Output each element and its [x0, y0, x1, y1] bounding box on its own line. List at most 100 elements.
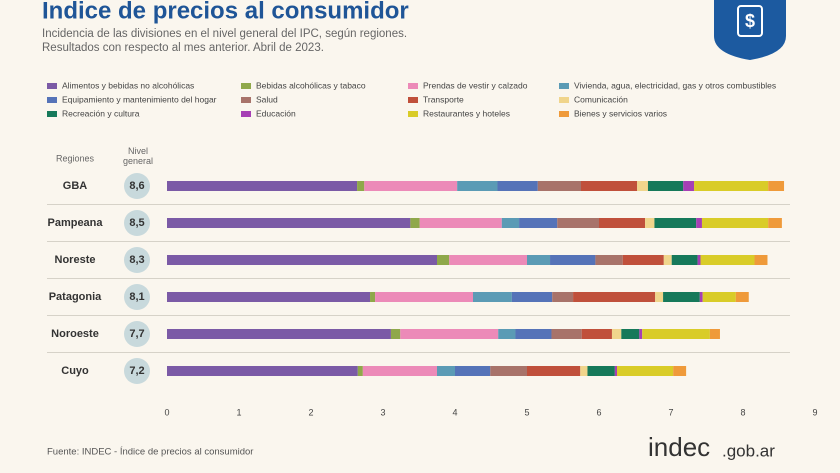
legend-label: Transporte [423, 94, 464, 104]
bar-segment [455, 366, 491, 376]
bar-segment [515, 329, 552, 339]
bar-segment [663, 292, 700, 302]
chart-title: Indice de precios al consumidor [42, 0, 409, 24]
bar-segment [457, 181, 498, 191]
bar-segment [645, 218, 655, 228]
bar-segment [557, 218, 599, 228]
source: Fuente: INDEC - Índice de precios al con… [47, 447, 253, 458]
legend-swatch [559, 83, 569, 89]
legend-swatch [47, 97, 57, 103]
subtitle: Incidencia de las divisiones en el nivel… [42, 28, 407, 40]
bar-segment [617, 366, 674, 376]
legend-label: Bebidas alcohólicas y tabaco [256, 80, 366, 90]
total-header: Nivel general [122, 146, 154, 166]
legend-label: Educación [256, 108, 296, 118]
bar-segment [537, 181, 581, 191]
total-badge [124, 247, 150, 273]
bar-segment [167, 181, 358, 191]
bar-segment [167, 366, 358, 376]
category-label: GBA [63, 180, 88, 192]
legend-label: Bienes y servicios varios [574, 108, 667, 118]
bar-segment [701, 218, 769, 228]
legend-label: Equipamiento y mantenimiento del hogar [62, 94, 217, 104]
x-tick-label: 9 [812, 407, 817, 417]
x-tick-label: 6 [596, 407, 601, 417]
brand-domain: .gob.ar [722, 441, 775, 460]
bar-segment [473, 292, 512, 302]
bar-segment [614, 366, 617, 376]
bar-segment [768, 218, 782, 228]
legend-swatch [241, 111, 251, 117]
bar-segment [527, 255, 551, 265]
logo: $ [714, 0, 786, 60]
legend-swatch [241, 83, 251, 89]
bar-segment [364, 181, 458, 191]
bar-segment [735, 292, 749, 302]
bar-segment [167, 255, 437, 265]
total-badge [124, 358, 150, 384]
bar-segment [611, 329, 622, 339]
bar-segment [375, 292, 473, 302]
bar-segment [410, 218, 420, 228]
bar-segment [501, 218, 520, 228]
bar-segment [663, 255, 672, 265]
x-tick-label: 4 [452, 407, 457, 417]
x-tick-label: 1 [236, 407, 241, 417]
bar-segment [527, 366, 581, 376]
category-label: Noroeste [51, 328, 99, 340]
x-tick-label: 8 [740, 407, 745, 417]
total-label: 8,6 [129, 180, 144, 192]
bar-segment [754, 255, 768, 265]
bar-segment [671, 255, 698, 265]
bar-segment [573, 292, 656, 302]
bar-segment [550, 255, 596, 265]
bar-segment [654, 218, 697, 228]
bar-segment [167, 218, 411, 228]
x-tick-label: 0 [164, 407, 169, 417]
bar-segment [581, 329, 612, 339]
bar-segment [400, 329, 499, 339]
bar-segment [357, 366, 363, 376]
category-label: Pampeana [47, 217, 103, 229]
total-label: 7,2 [129, 365, 144, 377]
bar-segment [621, 329, 640, 339]
bar-segment [699, 292, 703, 302]
bar-segment [622, 255, 664, 265]
bar-segment [683, 181, 695, 191]
bar-segment [696, 218, 702, 228]
bar-segment [700, 255, 755, 265]
legend-label: Salud [256, 94, 278, 104]
bar-segment [357, 181, 365, 191]
bar-segment [167, 292, 371, 302]
total-badge [124, 210, 150, 236]
category-label: Cuyo [61, 365, 89, 377]
x-tick-label: 3 [380, 407, 385, 417]
legend-label: Restaurantes y hoteles [423, 108, 510, 118]
bar-segment [167, 329, 391, 339]
legend-swatch [47, 111, 57, 117]
bar-segment [581, 181, 638, 191]
category-header: Regiones [56, 153, 95, 163]
bar-segment [639, 329, 643, 339]
bar-segment [370, 292, 376, 302]
bar-segment [519, 218, 558, 228]
bar-segment [655, 292, 664, 302]
bar-segment [702, 292, 736, 302]
legend-swatch [408, 111, 418, 117]
bar-segment [709, 329, 720, 339]
bar-segment [419, 218, 502, 228]
legend-label: Recreación y cultura [62, 108, 140, 118]
bar-segment [642, 329, 710, 339]
bar-segment [637, 181, 648, 191]
legend-swatch [559, 111, 569, 117]
total-badge [124, 173, 150, 199]
bar-segment [437, 255, 450, 265]
category-label: Patagonia [49, 291, 102, 303]
x-tick-label: 2 [308, 407, 313, 417]
category-label: Noreste [55, 254, 96, 266]
total-label: 8,1 [129, 291, 144, 303]
total-badge [124, 284, 150, 310]
bar-segment [449, 255, 527, 265]
total-badge [124, 321, 150, 347]
